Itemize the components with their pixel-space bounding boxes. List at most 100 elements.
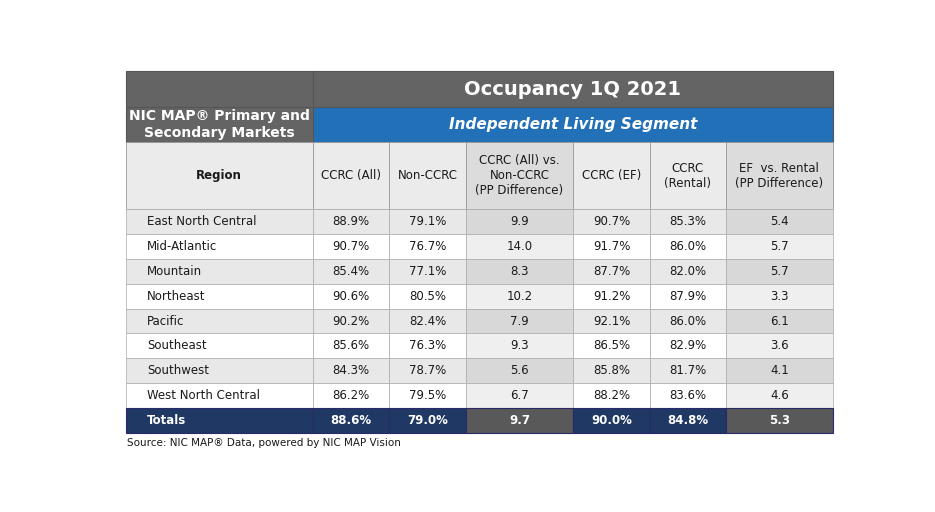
FancyBboxPatch shape (573, 284, 650, 309)
Text: 8.3: 8.3 (511, 265, 529, 278)
FancyBboxPatch shape (726, 358, 833, 383)
FancyBboxPatch shape (650, 259, 726, 284)
FancyBboxPatch shape (313, 142, 389, 209)
FancyBboxPatch shape (313, 209, 389, 234)
Text: 4.1: 4.1 (770, 364, 789, 377)
FancyBboxPatch shape (389, 383, 466, 408)
FancyBboxPatch shape (573, 309, 650, 333)
FancyBboxPatch shape (650, 383, 726, 408)
FancyBboxPatch shape (726, 284, 833, 309)
Text: Source: NIC MAP® Data, powered by NIC MAP Vision: Source: NIC MAP® Data, powered by NIC MA… (127, 438, 401, 447)
Text: 4.6: 4.6 (770, 389, 789, 402)
FancyBboxPatch shape (389, 333, 466, 358)
FancyBboxPatch shape (125, 234, 313, 259)
Text: 91.2%: 91.2% (593, 290, 630, 303)
FancyBboxPatch shape (389, 309, 466, 333)
Text: 6.1: 6.1 (770, 314, 789, 328)
Text: 82.9%: 82.9% (669, 339, 707, 352)
Text: 88.9%: 88.9% (333, 215, 369, 228)
FancyBboxPatch shape (313, 333, 389, 358)
Text: 86.2%: 86.2% (333, 389, 370, 402)
FancyBboxPatch shape (726, 333, 833, 358)
Text: 76.3%: 76.3% (409, 339, 446, 352)
Text: 79.5%: 79.5% (409, 389, 446, 402)
FancyBboxPatch shape (125, 284, 313, 309)
FancyBboxPatch shape (466, 309, 573, 333)
FancyBboxPatch shape (466, 284, 573, 309)
FancyBboxPatch shape (313, 234, 389, 259)
Text: EF  vs. Rental
(PP Difference): EF vs. Rental (PP Difference) (735, 162, 824, 190)
Text: 84.3%: 84.3% (333, 364, 369, 377)
FancyBboxPatch shape (650, 284, 726, 309)
Text: 3.3: 3.3 (770, 290, 788, 303)
FancyBboxPatch shape (313, 107, 833, 142)
FancyBboxPatch shape (573, 408, 650, 433)
Text: 88.6%: 88.6% (331, 414, 372, 427)
Text: 9.7: 9.7 (509, 414, 530, 427)
Text: 5.7: 5.7 (770, 265, 789, 278)
Text: 91.7%: 91.7% (593, 240, 630, 253)
FancyBboxPatch shape (466, 142, 573, 209)
FancyBboxPatch shape (726, 259, 833, 284)
FancyBboxPatch shape (573, 358, 650, 383)
FancyBboxPatch shape (389, 284, 466, 309)
FancyBboxPatch shape (573, 234, 650, 259)
Text: Mid-Atlantic: Mid-Atlantic (148, 240, 218, 253)
FancyBboxPatch shape (389, 259, 466, 284)
FancyBboxPatch shape (573, 259, 650, 284)
FancyBboxPatch shape (650, 333, 726, 358)
Text: 82.4%: 82.4% (409, 314, 446, 328)
FancyBboxPatch shape (125, 309, 313, 333)
FancyBboxPatch shape (726, 408, 833, 433)
Text: 9.9: 9.9 (511, 215, 529, 228)
FancyBboxPatch shape (466, 259, 573, 284)
FancyBboxPatch shape (313, 309, 389, 333)
Text: Non-CCRC: Non-CCRC (397, 169, 457, 182)
Text: 90.7%: 90.7% (333, 240, 370, 253)
FancyBboxPatch shape (389, 209, 466, 234)
FancyBboxPatch shape (466, 408, 573, 433)
FancyBboxPatch shape (650, 408, 726, 433)
Text: Totals: Totals (148, 414, 187, 427)
Text: 90.7%: 90.7% (593, 215, 630, 228)
Text: 5.7: 5.7 (770, 240, 789, 253)
FancyBboxPatch shape (313, 284, 389, 309)
Text: CCRC (All): CCRC (All) (322, 169, 381, 182)
Text: 6.7: 6.7 (511, 389, 529, 402)
FancyBboxPatch shape (389, 234, 466, 259)
Text: CCRC (EF): CCRC (EF) (582, 169, 641, 182)
Text: 92.1%: 92.1% (593, 314, 630, 328)
FancyBboxPatch shape (389, 408, 466, 433)
FancyBboxPatch shape (726, 142, 833, 209)
FancyBboxPatch shape (573, 383, 650, 408)
Text: Occupancy 1Q 2021: Occupancy 1Q 2021 (465, 79, 682, 98)
FancyBboxPatch shape (125, 209, 313, 234)
FancyBboxPatch shape (313, 358, 389, 383)
FancyBboxPatch shape (573, 142, 650, 209)
FancyBboxPatch shape (466, 234, 573, 259)
Text: 7.9: 7.9 (511, 314, 529, 328)
Text: 86.5%: 86.5% (593, 339, 630, 352)
FancyBboxPatch shape (313, 408, 389, 433)
Text: 80.5%: 80.5% (409, 290, 446, 303)
FancyBboxPatch shape (125, 259, 313, 284)
Text: Mountain: Mountain (148, 265, 203, 278)
FancyBboxPatch shape (125, 142, 313, 209)
FancyBboxPatch shape (726, 383, 833, 408)
FancyBboxPatch shape (125, 71, 313, 107)
Text: 83.6%: 83.6% (669, 389, 706, 402)
Text: 88.2%: 88.2% (593, 389, 630, 402)
FancyBboxPatch shape (726, 234, 833, 259)
Text: Independent Living Segment: Independent Living Segment (449, 117, 698, 132)
FancyBboxPatch shape (466, 209, 573, 234)
Text: 81.7%: 81.7% (669, 364, 707, 377)
FancyBboxPatch shape (466, 358, 573, 383)
Text: 90.2%: 90.2% (333, 314, 370, 328)
FancyBboxPatch shape (313, 383, 389, 408)
FancyBboxPatch shape (313, 71, 833, 107)
Text: 85.8%: 85.8% (593, 364, 630, 377)
FancyBboxPatch shape (650, 142, 726, 209)
Text: 90.6%: 90.6% (333, 290, 370, 303)
Text: 5.4: 5.4 (770, 215, 789, 228)
FancyBboxPatch shape (466, 383, 573, 408)
